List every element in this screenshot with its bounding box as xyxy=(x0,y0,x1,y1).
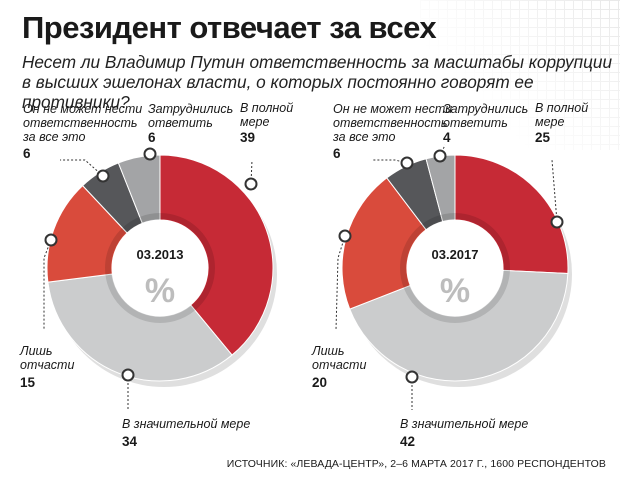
value-hard-to-answer: 4 xyxy=(443,130,451,145)
label-partially: Лишь xyxy=(311,344,344,358)
label-significant-measure: В значительной мере xyxy=(122,417,250,431)
marker-hard-to-answer xyxy=(433,149,447,163)
marker-hard-to-answer xyxy=(143,147,157,161)
label-hard-to-answer: ответить xyxy=(148,116,213,130)
marker-full-measure xyxy=(244,177,258,191)
chart-date: 03.2017 xyxy=(432,247,479,262)
marker-partially xyxy=(338,229,352,243)
value-full-measure: 25 xyxy=(535,130,551,145)
percent-sign: % xyxy=(440,272,470,310)
inner-shadow-ring xyxy=(400,213,510,323)
value-significant-measure: 42 xyxy=(400,434,415,449)
label-cannot-be-responsible: Он не может нести xyxy=(333,102,452,116)
source-note: ИСТОЧНИК: «ЛЕВАДА-ЦЕНТР», 2–6 МАРТА 2017… xyxy=(226,458,606,470)
label-significant-measure: В значительной мере xyxy=(400,417,528,431)
label-cannot-be-responsible: за все это xyxy=(22,130,85,144)
value-significant-measure: 34 xyxy=(122,434,138,449)
label-full-measure: мере xyxy=(535,115,564,129)
marker-cannot-be-responsible xyxy=(96,169,110,183)
label-partially: отчасти xyxy=(20,358,74,372)
page-title: Президент отвечает за всех xyxy=(22,10,437,45)
page-subtitle: Несет ли Владимир Путин ответственность … xyxy=(22,52,613,112)
donut-hole xyxy=(112,220,208,316)
marker-significant-measure xyxy=(405,370,419,384)
label-hard-to-answer: ответить xyxy=(443,116,508,130)
label-full-measure: В полной xyxy=(240,101,293,115)
value-cannot-be-responsible: 6 xyxy=(23,146,31,161)
label-full-measure: мере xyxy=(240,115,269,129)
grid-background xyxy=(420,0,620,150)
label-cannot-be-responsible: Он не может нести xyxy=(23,102,142,116)
label-partially: отчасти xyxy=(312,358,366,372)
value-hard-to-answer: 6 xyxy=(148,130,156,145)
value-partially: 20 xyxy=(312,375,327,390)
donut-hole xyxy=(407,220,503,316)
value-cannot-be-responsible: 6 xyxy=(333,146,341,161)
marker-cannot-be-responsible xyxy=(400,156,414,170)
marker-full-measure xyxy=(550,215,564,229)
leader-cannot-be-responsible xyxy=(60,159,104,177)
label-cannot-be-responsible: ответственность xyxy=(333,116,448,130)
label-cannot-be-responsible: ответственность xyxy=(23,116,138,130)
label-full-measure: В полной xyxy=(535,101,588,115)
label-partially: Лишь xyxy=(19,344,52,358)
chart-date: 03.2013 xyxy=(137,247,184,262)
label-hard-to-answer: Затруднились xyxy=(148,102,233,116)
percent-sign: % xyxy=(145,272,175,310)
label-cannot-be-responsible: за все это xyxy=(332,130,395,144)
marker-significant-measure xyxy=(121,368,135,382)
inner-shadow-ring xyxy=(105,213,215,323)
label-hard-to-answer: Затруднились xyxy=(443,102,528,116)
value-partially: 15 xyxy=(20,375,36,390)
marker-partially xyxy=(44,233,58,247)
value-full-measure: 39 xyxy=(240,130,255,145)
